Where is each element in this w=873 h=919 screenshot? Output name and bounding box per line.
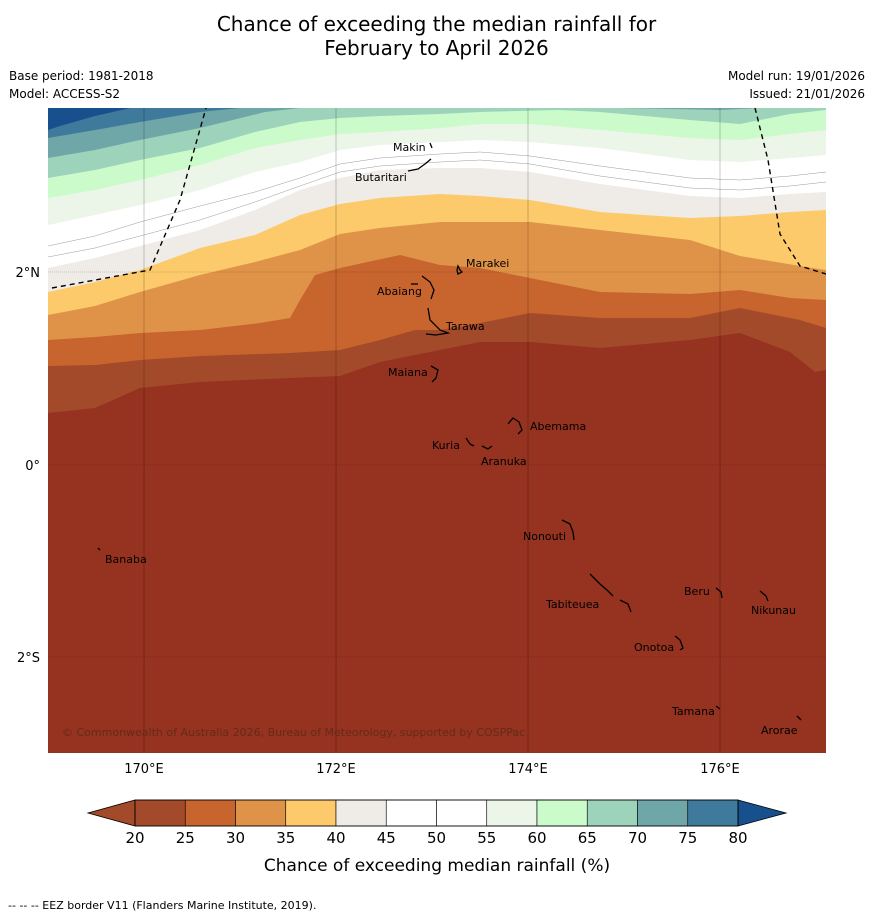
atoll-nonouti	[561, 519, 575, 541]
atoll-tarawa	[425, 307, 451, 336]
atoll-makin	[429, 142, 433, 149]
base-period-label: Base period: 1981-2018	[9, 69, 154, 83]
label-abemama: Abemama	[530, 420, 586, 433]
atoll-abemama	[507, 417, 523, 435]
label-banaba: Banaba	[105, 553, 147, 566]
label-nikunau: Nikunau	[751, 604, 796, 617]
x-tick-174e: 174°E	[508, 762, 548, 777]
y-tick-2n: 2°N	[16, 266, 41, 281]
label-maiana: Maiana	[388, 366, 428, 379]
title-line-1: Chance of exceeding the median rainfall …	[216, 12, 657, 36]
contour-lines	[48, 151, 826, 258]
model-run-label: Model run: 19/01/2026	[727, 69, 865, 83]
atoll-beru	[715, 587, 723, 599]
atoll-banaba	[97, 547, 101, 551]
colorbar-tick-label: 30	[226, 829, 245, 847]
meta-left: Base period: 1981-2018 Model: ACCESS-S2	[9, 67, 154, 103]
colorbar-tick-label: 55	[477, 829, 496, 847]
colorbar-tick-label: 50	[427, 829, 446, 847]
colorbar-under-arrow	[86, 799, 136, 827]
atoll-tabiteuea-south	[619, 599, 632, 613]
graticule	[48, 108, 826, 753]
colorbar-tick-label: 40	[326, 829, 345, 847]
label-arorae: Arorae	[761, 724, 798, 737]
colorbar-tick-label: 25	[176, 829, 195, 847]
x-tick-170e: 170°E	[124, 762, 164, 777]
atoll-tamana	[715, 705, 721, 710]
colorbar-segments	[134, 799, 739, 827]
place-labels: Makin Butaritari Marakei Abaiang Tarawa …	[105, 141, 798, 737]
colorbar-segment	[436, 799, 488, 827]
band-65-70	[48, 108, 826, 178]
colorbar-tick-label: 20	[125, 829, 144, 847]
atoll-aranuka	[481, 445, 493, 450]
colorbar-frame	[134, 799, 739, 827]
colorbar-segment	[184, 799, 236, 827]
colorbar-segment	[687, 799, 739, 827]
label-nonouti: Nonouti	[523, 530, 566, 543]
title-line-2: February to April 2026	[324, 36, 549, 60]
colorbar-label: Chance of exceeding median rainfall (%)	[264, 856, 610, 876]
colorbar-tick-labels: 20 25 30 35 40 45 50 55 60 65 70 75 80	[125, 829, 747, 847]
label-marakei: Marakei	[466, 257, 509, 270]
label-tarawa: Tarawa	[445, 320, 485, 333]
colorbar-tick-label: 60	[527, 829, 546, 847]
colorbar-segment	[335, 799, 387, 827]
colorbar-segment	[536, 799, 588, 827]
colorbar-tick-label: 70	[628, 829, 647, 847]
atoll-butaritari	[407, 158, 432, 172]
axis-labels: 170°E 172°E 174°E 176°E 2°N 0° 2°S	[16, 266, 740, 777]
label-butaritari: Butaritari	[355, 171, 407, 184]
label-makin: Makin	[393, 141, 426, 154]
y-tick-2s: 2°S	[17, 651, 40, 666]
atoll-abaiang	[421, 275, 435, 300]
atoll-marakei	[456, 264, 464, 275]
band-above-80	[48, 108, 130, 130]
eez-footnote: -- -- -- EEZ border V11 (Flanders Marine…	[8, 899, 317, 912]
colorbar-tick-label: 35	[276, 829, 295, 847]
colorbar-segment	[637, 799, 689, 827]
colorbar-segment	[285, 799, 337, 827]
model-label: Model: ACCESS-S2	[9, 87, 121, 101]
label-kuria: Kuria	[432, 439, 460, 452]
label-abaiang: Abaiang	[377, 285, 422, 298]
colorbar-tick-label: 65	[578, 829, 597, 847]
map-area: Makin Butaritari Marakei Abaiang Tarawa …	[48, 108, 826, 753]
label-beru: Beru	[684, 585, 710, 598]
x-tick-176e: 176°E	[700, 762, 740, 777]
atoll-onotoa	[674, 635, 684, 651]
issued-label: Issued: 21/01/2026	[749, 87, 865, 101]
atoll-maiana	[430, 365, 439, 383]
atoll-outlines	[97, 142, 802, 721]
y-tick-0: 0°	[25, 459, 40, 474]
colorbar-segment	[134, 799, 186, 827]
label-aranuka: Aranuka	[481, 455, 527, 468]
band-70-75	[48, 108, 760, 158]
label-tamana: Tamana	[671, 705, 715, 718]
colorbar-segment	[385, 799, 437, 827]
atoll-arorae	[796, 715, 802, 721]
colorbar-over-arrow	[737, 799, 788, 827]
colorbar-segment	[235, 799, 287, 827]
x-tick-172e: 172°E	[316, 762, 356, 777]
copyright-note: © Commonwealth of Australia 2026, Bureau…	[62, 726, 525, 739]
atoll-kuria	[465, 437, 475, 447]
colorbar: 20 25 30 35 40 45 50 55 60 65 70 75 80 Chance of exc…	[86, 799, 788, 876]
eez-border	[51, 108, 826, 289]
colorbar-tick-label: 45	[377, 829, 396, 847]
atoll-tabiteuea-north	[589, 573, 614, 597]
colorbar-tick-label: 75	[678, 829, 697, 847]
colorbar-tick-label: 80	[728, 829, 747, 847]
atoll-nikunau	[759, 590, 769, 602]
label-onotoa: Onotoa	[634, 641, 674, 654]
map-title: Chance of exceeding the median rainfall …	[0, 12, 873, 60]
meta-right: Model run: 19/01/2026 Issued: 21/01/2026	[728, 67, 865, 103]
label-tabiteuea: Tabiteuea	[545, 598, 599, 611]
colorbar-segment	[486, 799, 538, 827]
colorbar-segment	[586, 799, 638, 827]
